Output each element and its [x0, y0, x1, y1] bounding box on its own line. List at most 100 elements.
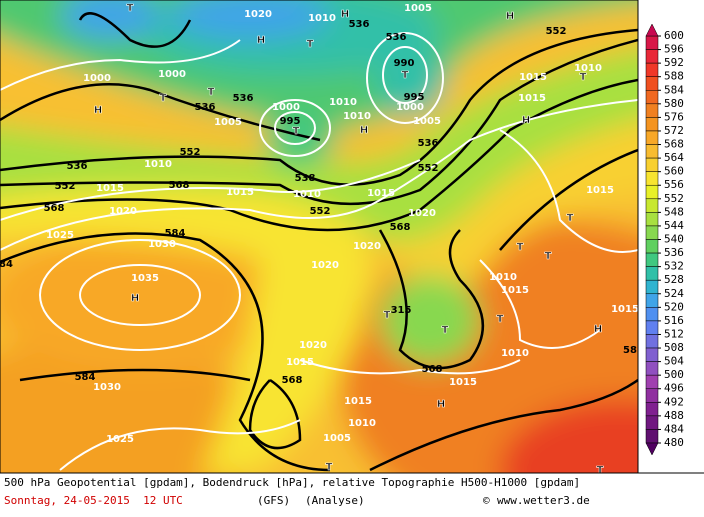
colorbar-label: 596 — [664, 43, 684, 56]
contour-label: 58 — [623, 345, 637, 356]
colorbar-label: 540 — [664, 233, 684, 246]
contour-label: 1000 — [158, 69, 186, 80]
pressure-center: T — [567, 213, 574, 224]
footer-date: Sonntag, 24-05-2015 12 UTC — [4, 494, 183, 507]
colorbar-label: 564 — [664, 151, 684, 164]
colorbar-swatch — [645, 402, 659, 417]
colorbar-label: 560 — [664, 165, 684, 178]
pressure-center: T — [545, 251, 552, 262]
colorbar-swatch — [645, 144, 659, 159]
pressure-center: T — [326, 462, 333, 473]
colorbar-label: 600 — [664, 29, 684, 42]
contour-label: 568 — [282, 375, 303, 386]
contour-label: 1020 — [353, 241, 381, 252]
pressure-center: T — [442, 325, 449, 336]
geopotential-contours — [0, 12, 638, 472]
pressure-center: T — [580, 72, 587, 83]
contour-label: 1010 — [348, 418, 376, 429]
contour-label: 1010 — [293, 189, 321, 200]
contour-label: 536 — [349, 19, 370, 30]
colorbar-swatch — [645, 35, 659, 50]
contour-label: 1020 — [244, 9, 272, 20]
contour-label: 1010 — [144, 159, 172, 170]
pressure-center: T — [208, 87, 215, 98]
colorbar-label: 568 — [664, 138, 684, 151]
contour-label: 1010 — [574, 63, 602, 74]
contour-label: 1000 — [272, 102, 300, 113]
contour-label: 315 — [391, 305, 412, 316]
contour-label: 1010 — [489, 272, 517, 283]
contour-label: 995 — [280, 116, 301, 127]
colorbar-swatch — [645, 252, 659, 267]
contour-label: 1020 — [408, 208, 436, 219]
colorbar-label: 532 — [664, 260, 684, 273]
contour-label: 568 — [390, 222, 411, 233]
pressure-center: T — [293, 126, 300, 137]
colorbar-swatch — [645, 103, 659, 118]
colorbar-label: 580 — [664, 97, 684, 110]
contour-label: 1035 — [131, 273, 159, 284]
colorbar-swatch — [645, 388, 659, 403]
colorbar-swatch — [645, 374, 659, 389]
contour-label: 1000 — [396, 102, 424, 113]
colorbar-swatch — [645, 117, 659, 132]
pressure-center: T — [127, 3, 134, 14]
contour-label: 536 — [233, 93, 254, 104]
pressure-center: T — [160, 93, 167, 104]
contour-label: 1015 — [344, 396, 372, 407]
colorbar-label: 512 — [664, 327, 684, 340]
contour-label: 1030 — [93, 382, 121, 393]
contour-label: 84 — [0, 259, 13, 270]
contour-label: 1020 — [311, 260, 339, 271]
colorbar-label: 500 — [664, 368, 684, 381]
colorbar-swatch — [645, 49, 659, 64]
contour-label: 1015 — [286, 357, 314, 368]
contour-label: 1010 — [501, 348, 529, 359]
pressure-center: H — [257, 35, 265, 46]
contour-label: 1015 — [586, 185, 614, 196]
pressure-center: H — [360, 125, 368, 136]
colorbar-label: 524 — [664, 287, 684, 300]
contour-label: 990 — [394, 58, 415, 69]
pressure-center: H — [94, 105, 102, 116]
colorbar-swatch — [645, 293, 659, 308]
contour-label: 552 — [55, 181, 76, 192]
colorbar-swatch — [645, 90, 659, 105]
contour-label: 552 — [546, 26, 567, 37]
colorbar-swatch — [645, 76, 659, 91]
pressure-center: T — [517, 242, 524, 253]
colorbar-swatch — [645, 130, 659, 145]
colorbar-swatch — [645, 415, 659, 430]
contour-label: 1020 — [109, 206, 137, 217]
colorbar-label: 492 — [664, 395, 684, 408]
colorbar-swatch — [645, 157, 659, 172]
colorbar-swatch — [645, 212, 659, 227]
colorbar-label: 556 — [664, 178, 684, 191]
colorbar-swatch — [645, 361, 659, 376]
contour-label: 1005 — [323, 433, 351, 444]
colorbar-swatch — [645, 279, 659, 295]
colorbar: 6005965925885845805765725685645605565525… — [645, 23, 684, 456]
colorbar-label: 504 — [664, 355, 684, 368]
colorbar-label: 496 — [664, 382, 684, 395]
contour-label: 1005 — [413, 116, 441, 127]
contour-label: 1015 — [367, 188, 395, 199]
colorbar-label: 552 — [664, 192, 684, 205]
pressure-center: T — [384, 310, 391, 321]
colorbar-label: 520 — [664, 300, 684, 313]
colorbar-swatch — [645, 239, 659, 254]
contour-label: 536 — [67, 161, 88, 172]
colorbar-swatch — [645, 171, 659, 186]
colorbar-label: 584 — [664, 83, 684, 96]
map-labels: 1020 H 1010 H 536 T T 1000 1000 H T T 536 536 1005 1000… — [0, 3, 638, 473]
contour-label: 1015 — [519, 72, 547, 83]
colorbar-swatch — [645, 266, 659, 281]
contour-label: 1015 — [96, 183, 124, 194]
contour-label: 536 — [386, 32, 407, 43]
colorbar-swatch — [645, 307, 659, 322]
pressure-contours — [0, 32, 638, 471]
footer-site: www.wetter3.de — [497, 494, 590, 507]
colorbar-label: 544 — [664, 219, 684, 232]
